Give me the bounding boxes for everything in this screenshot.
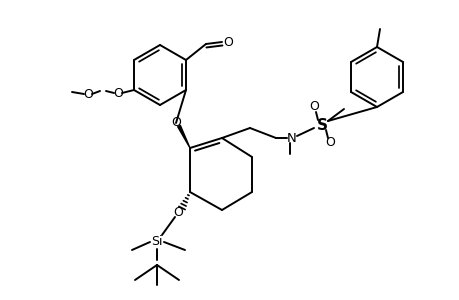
Text: O: O [308, 100, 318, 113]
Text: Si: Si [151, 236, 162, 248]
Text: O: O [173, 206, 183, 218]
Text: O: O [325, 136, 334, 149]
Text: S: S [316, 118, 327, 133]
Text: O: O [171, 116, 180, 130]
Text: O: O [113, 86, 123, 100]
Text: N: N [286, 131, 296, 145]
Polygon shape [177, 125, 190, 148]
Text: O: O [83, 88, 93, 100]
Text: O: O [223, 35, 232, 49]
